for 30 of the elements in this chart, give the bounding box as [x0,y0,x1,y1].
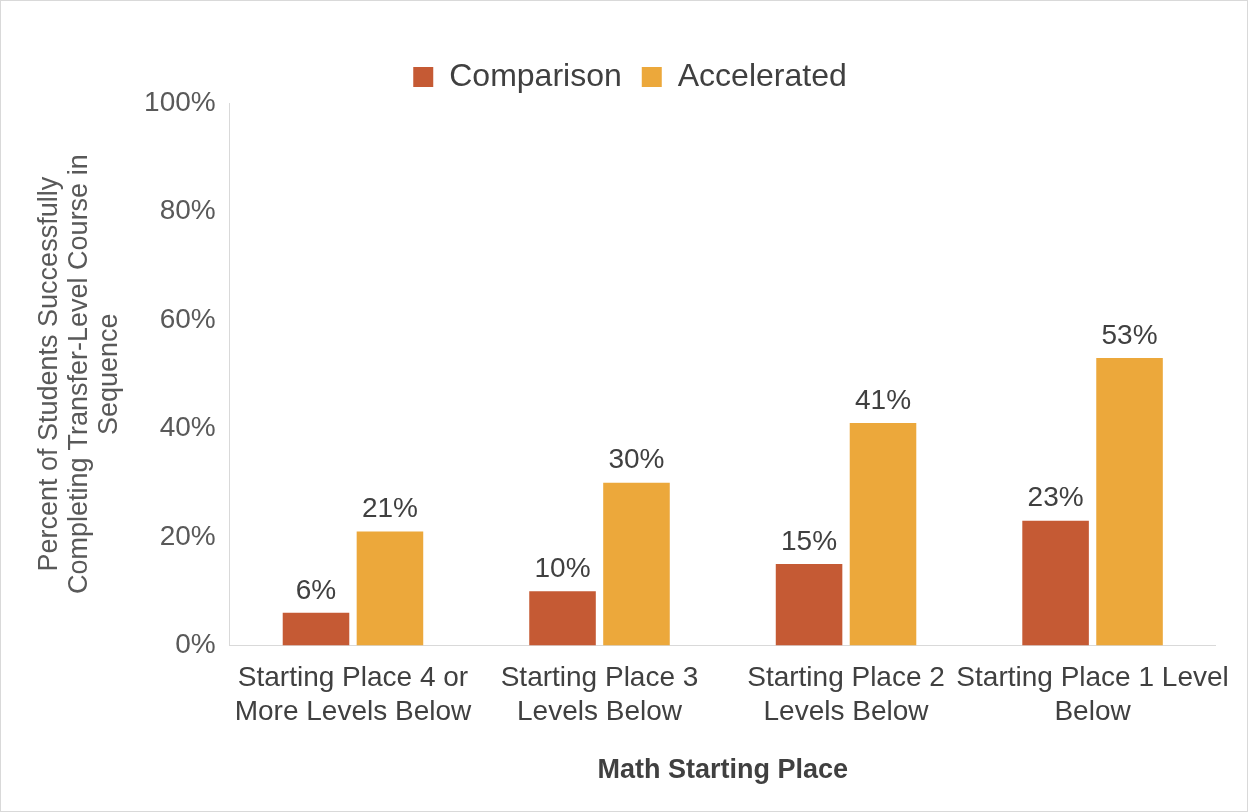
bar [1022,520,1089,646]
bar [603,482,670,646]
data-label: 21% [361,492,418,524]
x-tick-label: Starting Place 1 Level Below [956,660,1229,726]
y-tick-label: 80% [159,194,216,226]
y-tick-label: 20% [159,519,216,551]
x-tick-label: Starting Place 3 Levels Below [500,660,699,726]
y-tick-label: 60% [159,302,216,334]
bar [529,591,596,646]
y-axis-title: Percent of Students Successfully Completing Transfer-Level Course in Sequence [33,154,123,595]
data-label: 10% [534,551,591,583]
x-tick-label: Starting Place 2 Levels Below [747,660,945,726]
legend-label: Accelerated [677,56,847,93]
bar [1096,357,1163,646]
y-tick-label: 100% [144,85,216,117]
bar [282,612,350,646]
legend-label: Comparison [449,56,622,93]
data-label: 41% [854,383,912,415]
y-tick-label: 40% [159,411,216,443]
y-tick-label: 0% [175,628,216,660]
bar [775,564,843,646]
bar [849,423,917,646]
bar [356,531,424,646]
data-label: 53% [1101,318,1158,350]
data-label: 30% [608,443,665,475]
data-label: 15% [781,524,838,556]
x-tick-label: Starting Place 4 or More Levels Below [234,660,473,726]
data-label: 6% [295,573,337,605]
x-axis-title: Math Starting Place [597,754,849,785]
data-label: 23% [1027,481,1084,513]
